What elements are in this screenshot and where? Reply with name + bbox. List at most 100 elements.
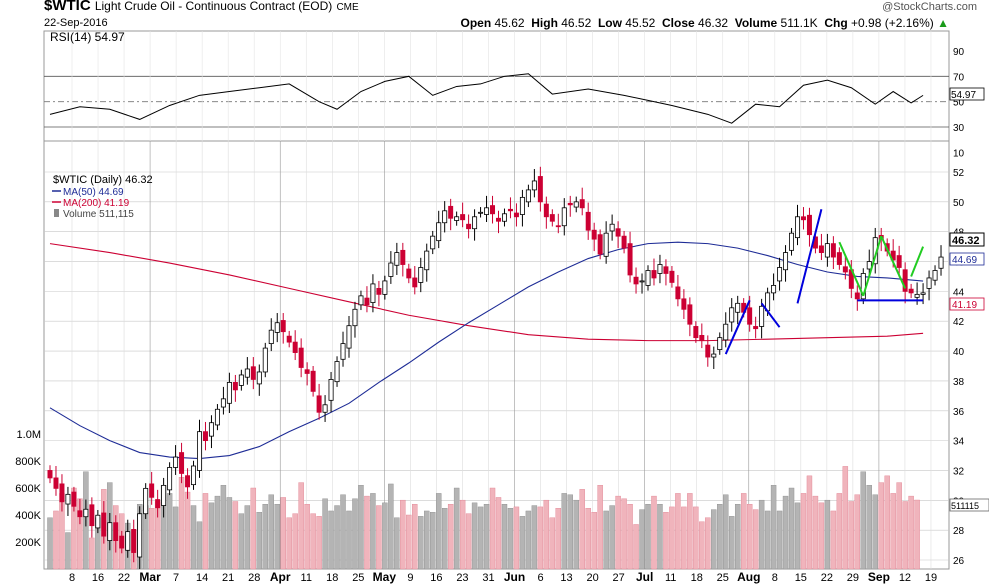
volume-bar-41 [292,513,298,570]
volume-bar-140 [884,475,890,570]
x-label-8: Apr [270,570,291,584]
volume-bar-110 [705,517,711,570]
price-tick-40: 40 [953,347,965,358]
volume-bar-48 [334,505,340,570]
volume-bar-127 [806,475,813,570]
candle-body-118 [753,326,759,330]
volume-bar-77 [507,508,514,570]
volume-bar-79 [519,516,526,570]
candle-body-93 [603,232,609,257]
volume-bar-114 [729,516,735,570]
volume-bar-103 [663,512,669,570]
candle-body-90 [585,211,591,231]
ma50-line [49,241,924,460]
volume-bar-45 [316,516,322,570]
close-price-tag: 46.32 [949,232,985,247]
candle-body-85 [555,225,561,228]
candle-body-106 [681,298,687,310]
candle-body-24 [191,465,197,486]
x-label-10: 18 [326,572,338,584]
candle-body-115 [735,302,741,313]
candle-body-63 [424,250,430,271]
volume-bar-34 [250,487,257,570]
candle-body-113 [723,323,729,341]
volume-bar-43 [304,504,310,570]
volume-bar-38 [274,504,280,570]
candle-body-98 [633,276,639,285]
x-label-4: 7 [173,572,179,584]
x-label-26: Aug [737,570,760,584]
candle-body-29 [220,398,226,408]
volume-bar-126 [800,493,807,570]
rsi-tick-30: 30 [953,123,965,134]
volume-bar-58 [394,517,400,570]
volume-bar-71 [471,502,478,570]
volume-bar-119 [758,499,765,570]
candle-body-126 [800,216,806,221]
volume-bar-25 [196,521,203,570]
volume-bar-44 [310,513,316,570]
candle-body-125 [795,216,800,239]
volume-bar-131 [830,510,837,570]
volume-tick-3: 400K [15,510,41,522]
volume-bar-32 [238,513,245,570]
candle-body-88 [573,201,579,208]
candle-body-19 [161,484,167,506]
volume-bar-128 [812,495,819,570]
candle-body-34 [250,366,256,380]
volume-bar-122 [776,510,783,570]
x-label-6: 21 [222,572,234,584]
ma200-price-tag: 41.19 [949,297,985,311]
rsi-tick-50: 50 [953,98,965,109]
candle-body-50 [346,325,352,349]
candle-body-84 [549,214,555,222]
price-tick-44: 44 [953,287,965,298]
candle-body-75 [496,217,501,222]
chart-date: 22-Sep-2016 [44,17,108,29]
candle-body-12 [119,535,125,549]
x-label-2: 22 [118,572,130,584]
candle-body-114 [729,307,735,323]
candle-body-28 [214,408,220,426]
candle-body-122 [777,267,783,282]
volume-bar-1 [53,510,59,570]
volume-bar-26 [202,493,209,570]
volume-bar-22 [178,477,185,570]
candle-body-131 [830,243,836,258]
volume-bar-87 [567,494,573,570]
candle-body-2 [59,483,65,503]
trendline-green-4 [910,246,925,277]
x-label-27: 8 [772,572,778,584]
x-label-23: 11 [665,572,676,584]
volume-bar-129 [818,502,825,570]
volume-tick-4: 200K [15,537,41,549]
candle-body-108 [693,326,699,339]
candle-body-26 [202,431,208,442]
volume-bar-49 [340,494,346,570]
candle-body-17 [149,483,155,498]
candle-body-13 [125,531,131,551]
candle-body-3 [65,493,71,505]
volume-bar-74 [489,487,496,570]
candle-body-95 [615,228,621,237]
candle-body-117 [747,307,753,325]
volume-bar-47 [328,510,334,570]
candle-body-73 [484,207,490,215]
candle-body-46 [322,404,328,413]
legend-ma200: MA(200) 41.19 [63,198,130,209]
volume-value-tag: 511115 [949,498,989,512]
candle-body-91 [591,229,597,240]
price-tick-28: 28 [953,526,965,537]
quote-bar: Open 45.62 High 46.52 Low 45.52 Close 46… [461,16,949,30]
exchange-label: CME [336,2,359,13]
volume-bar-111 [711,509,717,570]
candle-body-97 [627,243,633,276]
volume-bar-81 [531,505,538,570]
candle-body-100 [645,270,651,286]
rsi-tick-70: 70 [953,72,965,83]
candle-body-74 [490,205,496,215]
candle-body-51 [352,308,358,327]
volume-bar-51 [352,498,358,570]
candle-body-27 [208,422,214,437]
